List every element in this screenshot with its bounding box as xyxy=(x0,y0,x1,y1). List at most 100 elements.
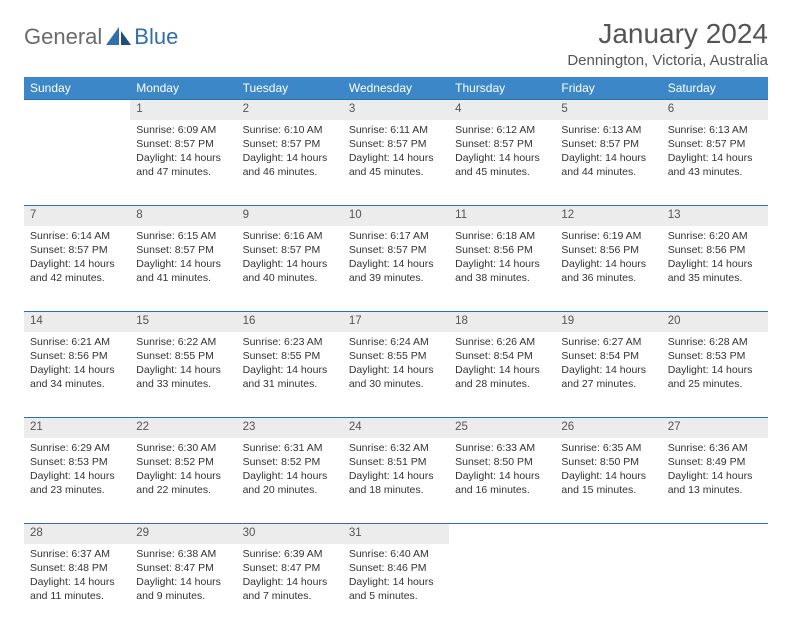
day-number-cell: 28 xyxy=(24,524,130,544)
sunrise-text: Sunrise: 6:09 AM xyxy=(136,123,230,137)
location-subtitle: Dennington, Victoria, Australia xyxy=(567,52,768,69)
sunset-text: Sunset: 8:57 PM xyxy=(668,137,762,151)
sunset-text: Sunset: 8:56 PM xyxy=(668,243,762,257)
daynum-row: 28293031 xyxy=(24,524,768,544)
daylight-text: and 42 minutes. xyxy=(30,271,124,285)
sunset-text: Sunset: 8:56 PM xyxy=(561,243,655,257)
daynum-row: 14151617181920 xyxy=(24,312,768,332)
sunrise-text: Sunrise: 6:15 AM xyxy=(136,229,230,243)
day-content-cell xyxy=(449,544,555,630)
daylight-text: Daylight: 14 hours xyxy=(30,257,124,271)
daylight-text: Daylight: 14 hours xyxy=(30,363,124,377)
daylight-text: and 7 minutes. xyxy=(243,589,337,603)
day-content-cell xyxy=(555,544,661,630)
day-content-cell: Sunrise: 6:29 AMSunset: 8:53 PMDaylight:… xyxy=(24,438,130,524)
day-content-cell: Sunrise: 6:33 AMSunset: 8:50 PMDaylight:… xyxy=(449,438,555,524)
day-content-cell: Sunrise: 6:12 AMSunset: 8:57 PMDaylight:… xyxy=(449,120,555,206)
daylight-text: and 20 minutes. xyxy=(243,483,337,497)
sunrise-text: Sunrise: 6:22 AM xyxy=(136,335,230,349)
day-number-cell: 21 xyxy=(24,418,130,438)
sunrise-text: Sunrise: 6:32 AM xyxy=(349,441,443,455)
page-title: January 2024 xyxy=(567,18,768,50)
sunset-text: Sunset: 8:54 PM xyxy=(561,349,655,363)
content-row: Sunrise: 6:21 AMSunset: 8:56 PMDaylight:… xyxy=(24,332,768,418)
sunset-text: Sunset: 8:57 PM xyxy=(561,137,655,151)
sunset-text: Sunset: 8:57 PM xyxy=(349,243,443,257)
day-content-cell: Sunrise: 6:37 AMSunset: 8:48 PMDaylight:… xyxy=(24,544,130,630)
daylight-text: and 31 minutes. xyxy=(243,377,337,391)
day-number-cell: 30 xyxy=(237,524,343,544)
day-number-cell xyxy=(24,100,130,120)
daylight-text: Daylight: 14 hours xyxy=(455,257,549,271)
daylight-text: and 23 minutes. xyxy=(30,483,124,497)
sunrise-text: Sunrise: 6:37 AM xyxy=(30,547,124,561)
day-content-cell: Sunrise: 6:14 AMSunset: 8:57 PMDaylight:… xyxy=(24,226,130,312)
weekday-header: Monday xyxy=(130,77,236,100)
sunset-text: Sunset: 8:57 PM xyxy=(243,243,337,257)
daylight-text: and 9 minutes. xyxy=(136,589,230,603)
daylight-text: Daylight: 14 hours xyxy=(136,257,230,271)
day-number-cell: 14 xyxy=(24,312,130,332)
sunrise-text: Sunrise: 6:29 AM xyxy=(30,441,124,455)
sunrise-text: Sunrise: 6:26 AM xyxy=(455,335,549,349)
day-number-cell: 13 xyxy=(662,206,768,226)
sunrise-text: Sunrise: 6:20 AM xyxy=(668,229,762,243)
daylight-text: Daylight: 14 hours xyxy=(136,575,230,589)
day-number-cell: 29 xyxy=(130,524,236,544)
day-content-cell xyxy=(24,120,130,206)
daylight-text: and 15 minutes. xyxy=(561,483,655,497)
day-content-cell: Sunrise: 6:24 AMSunset: 8:55 PMDaylight:… xyxy=(343,332,449,418)
daylight-text: Daylight: 14 hours xyxy=(561,151,655,165)
day-number-cell: 15 xyxy=(130,312,236,332)
sunset-text: Sunset: 8:49 PM xyxy=(668,455,762,469)
brand-logo: General Blue xyxy=(24,18,178,50)
daylight-text: Daylight: 14 hours xyxy=(668,257,762,271)
day-content-cell: Sunrise: 6:13 AMSunset: 8:57 PMDaylight:… xyxy=(555,120,661,206)
sunrise-text: Sunrise: 6:40 AM xyxy=(349,547,443,561)
day-content-cell: Sunrise: 6:23 AMSunset: 8:55 PMDaylight:… xyxy=(237,332,343,418)
daylight-text: and 39 minutes. xyxy=(349,271,443,285)
day-number-cell: 18 xyxy=(449,312,555,332)
day-content-cell: Sunrise: 6:35 AMSunset: 8:50 PMDaylight:… xyxy=(555,438,661,524)
daylight-text: Daylight: 14 hours xyxy=(561,257,655,271)
sunset-text: Sunset: 8:53 PM xyxy=(30,455,124,469)
daylight-text: and 27 minutes. xyxy=(561,377,655,391)
day-content-cell: Sunrise: 6:16 AMSunset: 8:57 PMDaylight:… xyxy=(237,226,343,312)
day-number-cell: 6 xyxy=(662,100,768,120)
daylight-text: and 11 minutes. xyxy=(30,589,124,603)
daylight-text: and 34 minutes. xyxy=(30,377,124,391)
sunrise-text: Sunrise: 6:35 AM xyxy=(561,441,655,455)
sunset-text: Sunset: 8:52 PM xyxy=(136,455,230,469)
day-number-cell: 23 xyxy=(237,418,343,438)
daylight-text: Daylight: 14 hours xyxy=(561,363,655,377)
daylight-text: Daylight: 14 hours xyxy=(561,469,655,483)
daylight-text: and 40 minutes. xyxy=(243,271,337,285)
sunset-text: Sunset: 8:50 PM xyxy=(561,455,655,469)
day-number-cell: 7 xyxy=(24,206,130,226)
daylight-text: Daylight: 14 hours xyxy=(349,575,443,589)
sunset-text: Sunset: 8:47 PM xyxy=(243,561,337,575)
weekday-header: Thursday xyxy=(449,77,555,100)
daylight-text: Daylight: 14 hours xyxy=(30,469,124,483)
day-number-cell: 26 xyxy=(555,418,661,438)
sunset-text: Sunset: 8:47 PM xyxy=(136,561,230,575)
day-content-cell: Sunrise: 6:11 AMSunset: 8:57 PMDaylight:… xyxy=(343,120,449,206)
daylight-text: Daylight: 14 hours xyxy=(668,363,762,377)
daylight-text: Daylight: 14 hours xyxy=(455,151,549,165)
day-content-cell: Sunrise: 6:09 AMSunset: 8:57 PMDaylight:… xyxy=(130,120,236,206)
day-number-cell: 12 xyxy=(555,206,661,226)
day-number-cell: 19 xyxy=(555,312,661,332)
sunset-text: Sunset: 8:54 PM xyxy=(455,349,549,363)
day-content-cell: Sunrise: 6:36 AMSunset: 8:49 PMDaylight:… xyxy=(662,438,768,524)
day-number-cell: 3 xyxy=(343,100,449,120)
sunset-text: Sunset: 8:57 PM xyxy=(136,137,230,151)
day-number-cell: 20 xyxy=(662,312,768,332)
daylight-text: Daylight: 14 hours xyxy=(668,151,762,165)
daylight-text: Daylight: 14 hours xyxy=(349,363,443,377)
daynum-row: 21222324252627 xyxy=(24,418,768,438)
sunset-text: Sunset: 8:48 PM xyxy=(30,561,124,575)
sunrise-text: Sunrise: 6:14 AM xyxy=(30,229,124,243)
day-number-cell xyxy=(662,524,768,544)
day-content-cell: Sunrise: 6:19 AMSunset: 8:56 PMDaylight:… xyxy=(555,226,661,312)
daylight-text: and 30 minutes. xyxy=(349,377,443,391)
